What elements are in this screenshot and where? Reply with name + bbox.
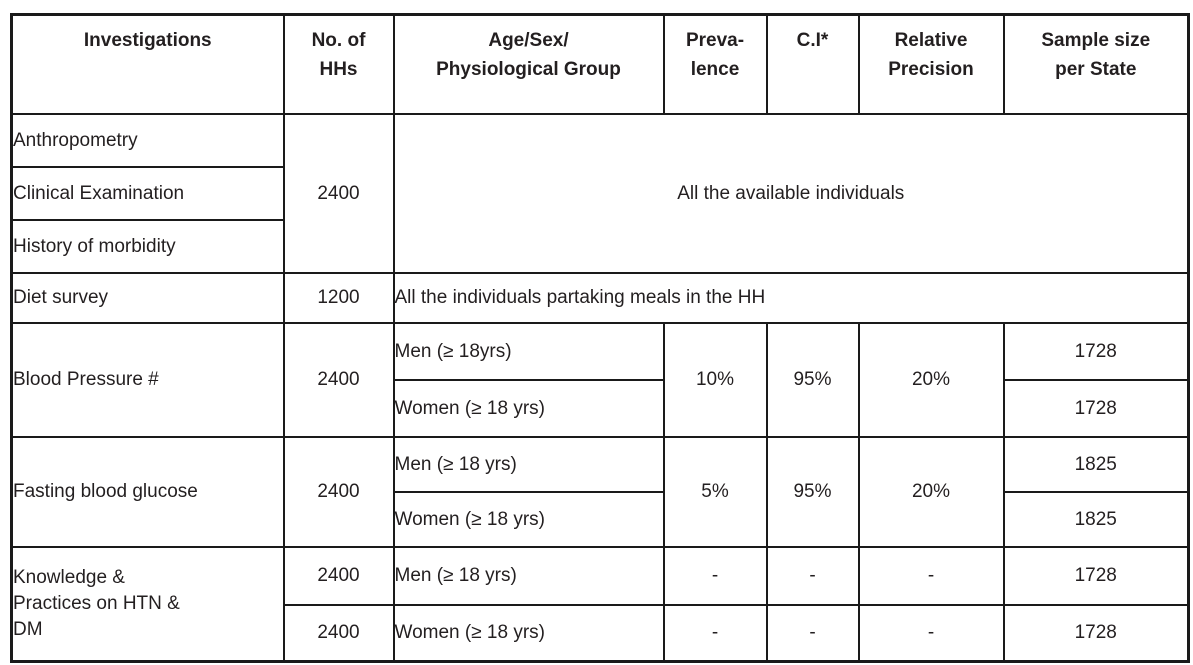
cell-kp-sample-women: 1728: [1002, 604, 1190, 662]
cell-anthropometry: Anthropometry: [10, 113, 285, 168]
row-clinical-examination: Clinical Examination: [10, 166, 1189, 221]
study-design-table: Investigations No. of HHs Age/Sex/ Physi…: [10, 13, 1190, 663]
row-history-of-morbidity: History of morbidity: [10, 219, 1189, 274]
header-prevalence: Preva- lence: [662, 13, 768, 115]
header-sample-size: Sample size per State: [1002, 13, 1190, 115]
cell-group1-coverage: All the available individuals: [392, 113, 1190, 274]
cell-bp-sample-women: 1728: [1002, 379, 1190, 438]
header-investigations: Investigations: [10, 13, 285, 115]
cell-fbg-sample-men: 1825: [1002, 436, 1190, 493]
row-diet-survey: Diet survey 1200 All the individuals par…: [10, 272, 1190, 324]
cell-bp-women: Women (≥ 18 yrs): [392, 379, 665, 438]
row-knowledge-practices-women: 2400 Women (≥ 18 yrs) - - - 1728: [12, 604, 1190, 662]
cell-fasting-glucose: Fasting blood glucose: [10, 436, 285, 548]
header-relative-precision: Relative Precision: [857, 13, 1005, 115]
cell-fbg-men: Men (≥ 18 yrs): [392, 436, 665, 493]
cell-fbg-prevalence: 5%: [662, 436, 768, 548]
cell-kp-women: Women (≥ 18 yrs): [392, 604, 665, 662]
row-blood-pressure-women: Women (≥ 18 yrs) 1728: [12, 379, 1190, 438]
cell-blood-pressure: Blood Pressure #: [10, 322, 285, 438]
cell-kp-men: Men (≥ 18 yrs): [392, 546, 665, 606]
cell-fbg-relative-precision: 20%: [857, 436, 1005, 548]
cell-fbg-hhs: 2400: [282, 436, 395, 548]
cell-group1-hhs: 2400: [282, 113, 395, 274]
cell-knowledge-practices: Knowledge & Practices on HTN & DM: [10, 546, 285, 662]
cell-kp-hhs-men: 2400: [282, 546, 395, 606]
cell-fbg-ci: 95%: [765, 436, 860, 548]
cell-kp-ci-men: -: [765, 546, 860, 606]
row-knowledge-practices-men: Knowledge & Practices on HTN & DM 2400 M…: [10, 546, 1190, 662]
cell-bp-hhs: 2400: [282, 322, 395, 438]
cell-bp-relative-precision: 20%: [857, 322, 1005, 438]
row-fasting-glucose-women: Women (≥ 18 yrs) 1825: [12, 491, 1190, 548]
cell-diet-survey: Diet survey: [10, 272, 285, 324]
cell-fbg-women: Women (≥ 18 yrs): [392, 491, 665, 548]
cell-history-of-morbidity: History of morbidity: [10, 219, 285, 274]
header-age-sex-group: Age/Sex/ Physiological Group: [392, 13, 665, 115]
cell-kp-ci-women: -: [765, 604, 860, 662]
cell-bp-ci: 95%: [765, 322, 860, 438]
header-row: Investigations No. of HHs Age/Sex/ Physi…: [10, 13, 1190, 115]
cell-diet-coverage: All the individuals partaking meals in t…: [392, 272, 1190, 324]
row-blood-pressure-men: Blood Pressure # 2400 Men (≥ 18yrs) 10% …: [10, 322, 1190, 438]
cell-bp-men: Men (≥ 18yrs): [392, 322, 665, 381]
cell-kp-sample-men: 1728: [1002, 546, 1190, 606]
cell-kp-relative-precision-men: -: [857, 546, 1005, 606]
cell-bp-prevalence: 10%: [662, 322, 768, 438]
row-fasting-glucose-men: Fasting blood glucose 2400 Men (≥ 18 yrs…: [10, 436, 1190, 548]
row-anthropometry: Anthropometry 2400 All the available ind…: [10, 113, 1190, 274]
cell-bp-sample-men: 1728: [1002, 322, 1190, 381]
cell-kp-relative-precision-women: -: [857, 604, 1005, 662]
cell-kp-hhs-women: 2400: [282, 604, 395, 662]
cell-fbg-sample-women: 1825: [1002, 491, 1190, 548]
cell-kp-prevalence-men: -: [662, 546, 768, 606]
cell-diet-hhs: 1200: [282, 272, 395, 324]
header-ci: C.I*: [765, 13, 860, 115]
cell-kp-prevalence-women: -: [662, 604, 768, 662]
header-no-of-hhs: No. of HHs: [282, 13, 395, 115]
cell-clinical-examination: Clinical Examination: [10, 166, 285, 221]
